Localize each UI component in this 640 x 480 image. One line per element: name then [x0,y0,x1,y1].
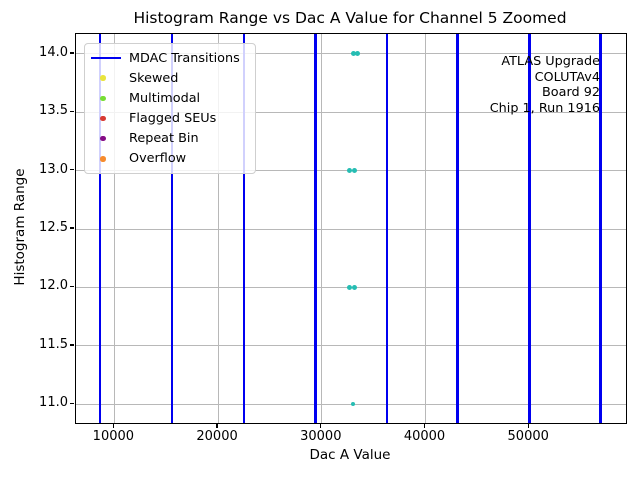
legend-dot-marker [91,115,121,122]
dot-icon [100,156,106,162]
scatter-point [347,284,353,290]
y-tick-label: 11.5 [39,336,68,352]
annotation-line: ATLAS Upgrade [501,54,600,69]
gridline-y [76,53,626,55]
legend-line-sample [91,56,121,60]
legend-dot-marker [91,156,121,162]
x-tick-mark [527,424,529,428]
legend-label: Skewed [129,70,179,86]
scatter-point [351,168,357,174]
x-tick-mark [423,424,426,428]
mdac-transition-line [599,34,603,423]
gridline-x [424,34,427,423]
legend-entry: MDAC Transitions [91,48,249,68]
mdac-transition-line [456,34,459,423]
annotation: ATLAS Upgrade COLUTAv4 Board 92 Chip 1, Run… [490,54,600,116]
legend-entry: Skewed [91,68,249,88]
y-tick-mark [69,402,74,404]
scatter-point [355,51,361,57]
legend-entry: Flagged SEUs [91,109,249,129]
annotation-line: Chip 1, Run 1916 [489,100,600,116]
x-tick-mark [320,424,322,428]
annotation-line: COLUTAv4 [534,69,600,85]
gridline-x [217,34,219,423]
mdac-transition-line [527,34,531,423]
x-tick-label: 40000 [403,429,446,444]
dot-icon [100,95,106,102]
y-tick-label: 13.5 [39,103,68,119]
y-tick-label: 11.0 [39,395,68,411]
y-tick-mark [69,169,74,171]
legend-dot-marker [91,75,121,81]
legend-label: MDAC Transitions [129,50,240,66]
x-axis-label: Dac A Value [309,447,391,463]
plot-area: MDAC Transitions Skewed Multimodal Flagged … [75,33,627,424]
x-tick-mark [112,424,115,428]
mdac-transition-line [242,34,246,423]
legend-label: Repeat Bin [129,131,199,147]
y-tick-mark [69,344,74,346]
x-tick-label: 30000 [300,429,342,444]
legend-dot-marker [91,135,121,142]
mdac-line-icon [91,56,121,60]
x-tick-label: 50000 [507,429,549,444]
scatter-point [351,284,357,290]
y-tick-mark [69,227,74,229]
dot-icon [100,115,106,122]
gridline-y [76,228,626,230]
legend-label: Overflow [129,151,187,167]
gridline-y [76,111,626,113]
x-tick-mark [216,424,218,428]
x-tick-label: 10000 [92,429,135,444]
legend-entry: Repeat Bin [91,129,249,149]
dot-icon [100,75,106,81]
y-tick-label: 12.0 [39,278,68,294]
y-tick-label: 12.5 [39,220,68,236]
legend-entry: Multimodal [91,88,249,108]
mdac-transition-line [98,34,102,423]
mdac-transition-line [170,34,174,423]
legend: MDAC Transitions Skewed Multimodal Flagged … [84,43,256,174]
scatter-point [351,51,357,57]
gridline-y [76,345,626,347]
y-tick-mark [69,285,74,288]
y-tick-label: 14.0 [39,44,68,60]
x-tick-label: 20000 [196,429,238,444]
y-tick-mark [69,110,74,112]
legend-entry: Overflow [91,149,249,169]
gridline-x [321,34,323,423]
legend-dot-marker [91,95,121,102]
mdac-transition-line [385,34,389,423]
gridline-y [76,403,626,405]
legend-label: Multimodal [129,90,201,106]
annotation-line: Board 92 [542,85,600,100]
scatter-point [351,402,356,407]
dot-icon [100,135,106,142]
mdac-transition-line [314,34,317,423]
chart-title: Histogram Range vs Dac A Value for Chann… [133,9,567,27]
y-tick-mark [69,52,74,54]
legend-label: Flagged SEUs [129,111,217,127]
y-tick-label: 13.0 [39,161,68,177]
gridline-x [113,34,115,423]
scatter-point [346,168,352,174]
